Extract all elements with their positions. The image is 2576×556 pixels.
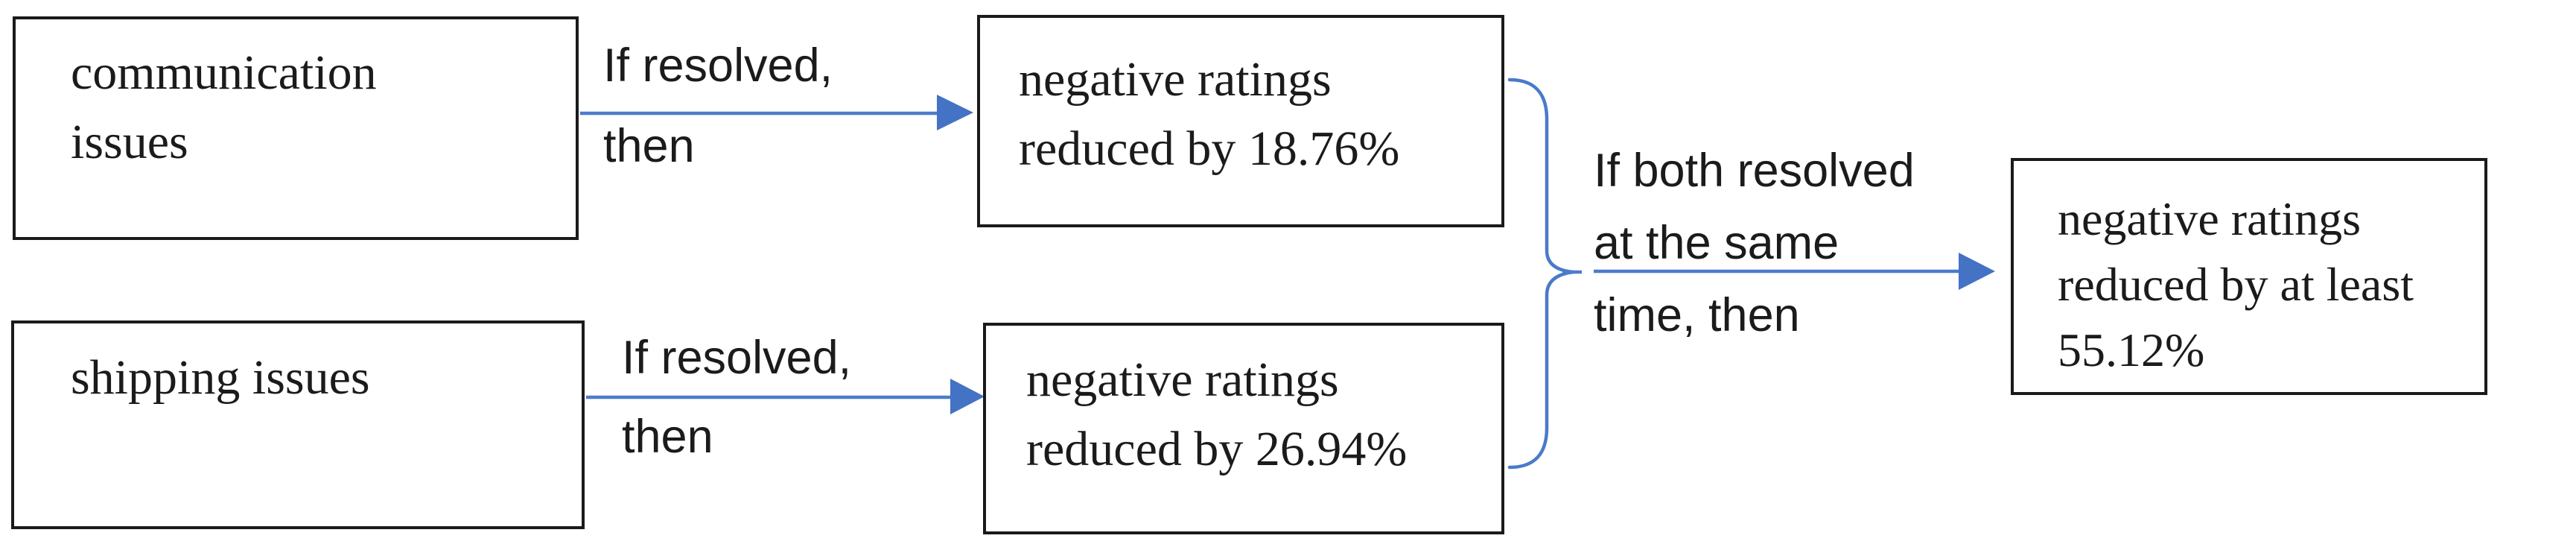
flow-box-shipping-issues-text: shipping issues <box>71 343 370 412</box>
edge-label-communication-then: then <box>603 120 695 172</box>
text-line: communication <box>71 45 377 100</box>
text-line: 55.12% <box>2058 323 2205 376</box>
flow-box-negative-ratings-26 <box>983 323 1504 534</box>
text-line: reduced by 18.76% <box>1019 121 1400 176</box>
flow-box-communication-issues-text: communication issues <box>71 38 377 177</box>
text-line: reduced by at least <box>2058 258 2414 311</box>
text-line: If both resolved <box>1594 145 1915 197</box>
flow-box-shipping-issues <box>11 320 585 529</box>
flow-box-negative-ratings-55 <box>2011 158 2487 395</box>
edge-label-joint-condition: If both resolved at the same time, then <box>1594 135 1915 352</box>
flow-box-negative-ratings-26-text: negative ratings reduced by 26.94% <box>1026 345 1407 484</box>
flow-box-communication-issues <box>13 16 579 240</box>
text-line: issues <box>71 115 188 169</box>
text-line: at the same <box>1594 217 1839 269</box>
flow-box-negative-ratings-18-text: negative ratings reduced by 18.76% <box>1019 45 1399 183</box>
edge-label-shipping-then: then <box>622 411 713 463</box>
text-line: time, then <box>1594 289 1800 341</box>
text-line: negative ratings <box>2058 192 2361 245</box>
text-line: negative ratings <box>1026 353 1339 407</box>
arrowhead-icon-combined <box>1959 253 1995 290</box>
flow-box-negative-ratings-18 <box>977 15 1504 227</box>
edge-label-communication-if-resolved: If resolved, <box>603 40 833 92</box>
text-line: reduced by 26.94% <box>1026 422 1408 476</box>
arrowhead-icon-communication <box>937 95 973 130</box>
flow-box-negative-ratings-55-text: negative ratings reduced by at least 55.… <box>2058 186 2414 383</box>
arrowhead-icon-shipping <box>950 379 985 414</box>
text-line: shipping issues <box>71 350 370 405</box>
text-line: negative ratings <box>1019 52 1332 107</box>
edge-label-shipping-if-resolved: If resolved, <box>622 332 852 384</box>
